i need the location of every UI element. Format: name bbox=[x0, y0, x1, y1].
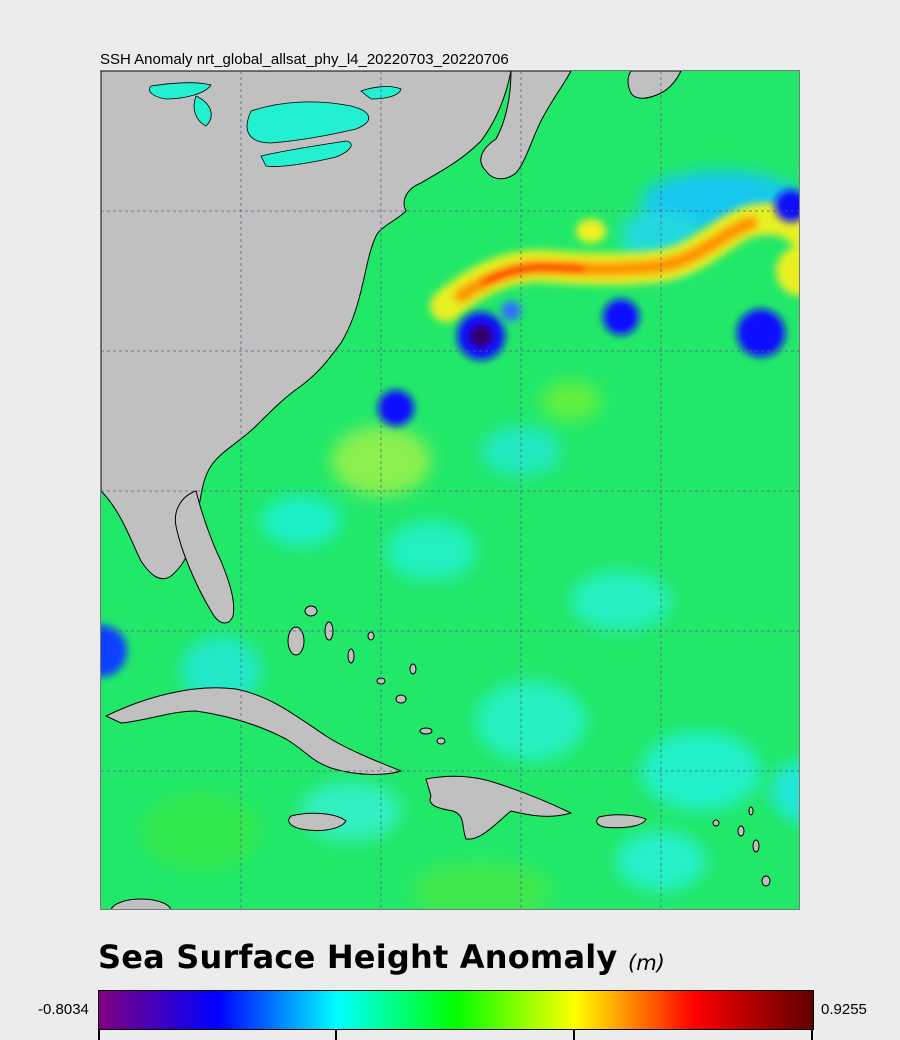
map-title: SSH Anomaly nrt_global_allsat_phy_l4_202… bbox=[100, 51, 509, 68]
land-mass bbox=[101, 71, 682, 840]
colorbar-tick bbox=[811, 1030, 813, 1040]
colorbar-max-label: 0.9255 bbox=[821, 1001, 867, 1018]
legend-title: Sea Surface Height Anomaly bbox=[98, 938, 618, 976]
colorbar-tick bbox=[98, 1030, 100, 1040]
caribbean-islands bbox=[110, 605, 771, 909]
colorbar bbox=[98, 990, 814, 1030]
ssh-anomaly-map[interactable] bbox=[100, 70, 800, 910]
colorbar-tick bbox=[573, 1030, 575, 1040]
graticule bbox=[101, 71, 799, 909]
great-lakes bbox=[149, 82, 402, 167]
legend-unit: (m) bbox=[628, 951, 665, 975]
colorbar-tick bbox=[335, 1030, 337, 1040]
colorbar-min-label: -0.8034 bbox=[38, 1001, 89, 1018]
